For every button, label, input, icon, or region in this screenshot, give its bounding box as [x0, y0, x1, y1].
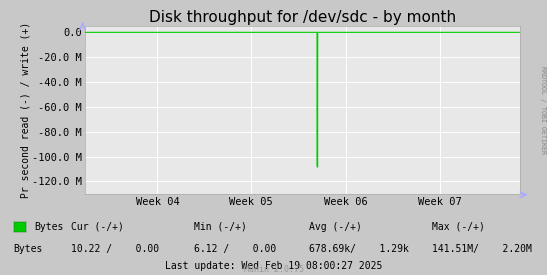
Text: Last update: Wed Feb 19 08:00:27 2025: Last update: Wed Feb 19 08:00:27 2025 [165, 261, 382, 271]
Text: RRDTOOL / TOBI OETIKER: RRDTOOL / TOBI OETIKER [540, 66, 546, 154]
Text: 141.51M/    2.20M: 141.51M/ 2.20M [432, 244, 532, 254]
Text: Bytes: Bytes [34, 222, 63, 232]
Text: Cur (-/+): Cur (-/+) [71, 222, 124, 232]
Text: 678.69k/    1.29k: 678.69k/ 1.29k [309, 244, 409, 254]
Title: Disk throughput for /dev/sdc - by month: Disk throughput for /dev/sdc - by month [149, 10, 456, 25]
Text: Avg (-/+): Avg (-/+) [309, 222, 362, 232]
Text: 6.12 /    0.00: 6.12 / 0.00 [194, 244, 276, 254]
Text: Bytes: Bytes [14, 244, 43, 254]
Text: 10.22 /    0.00: 10.22 / 0.00 [71, 244, 159, 254]
Text: Max (-/+): Max (-/+) [432, 222, 485, 232]
Text: Min (-/+): Min (-/+) [194, 222, 247, 232]
Y-axis label: Pr second read (-) / write (+): Pr second read (-) / write (+) [21, 22, 31, 198]
Text: Munin 2.0.75: Munin 2.0.75 [243, 265, 304, 274]
